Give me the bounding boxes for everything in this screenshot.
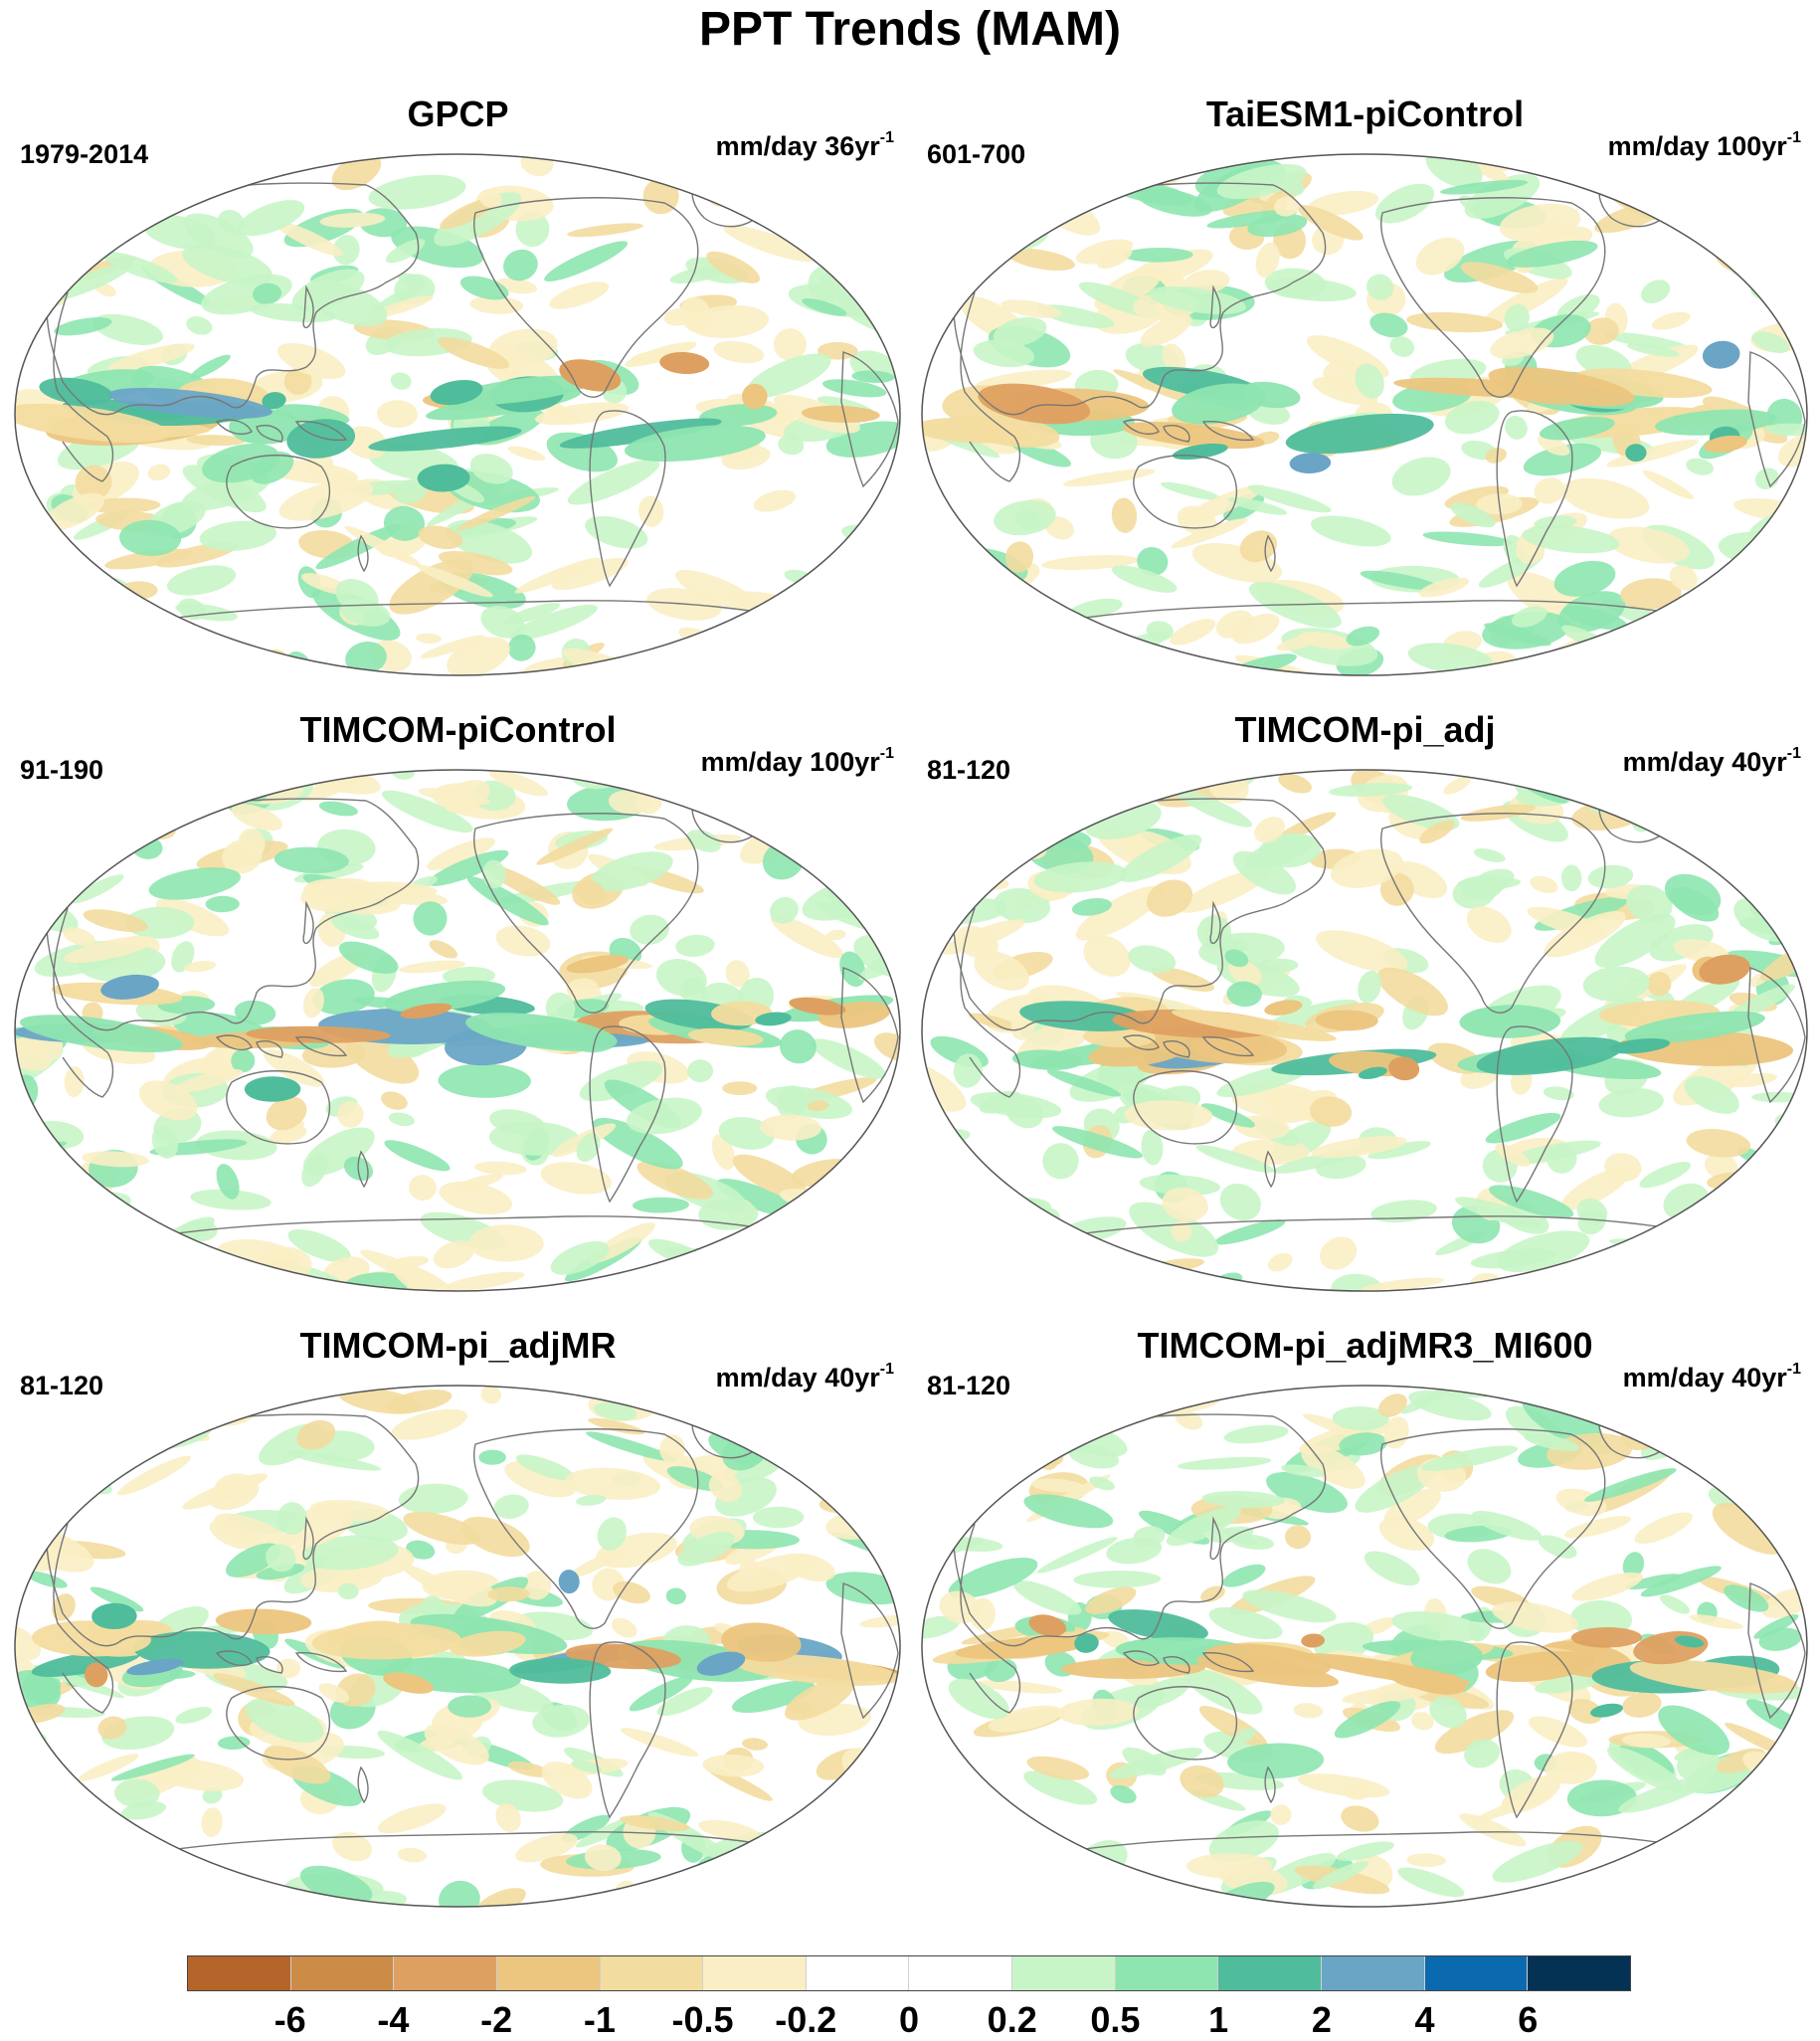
map-plot	[14, 1385, 901, 1908]
units-exponent: -1	[879, 1361, 894, 1378]
colorbar-swatch	[703, 1956, 807, 1990]
units-text: mm/day 40yr	[715, 1363, 880, 1392]
panel-period: 601-700	[927, 139, 1026, 169]
colorbar-swatch	[1322, 1956, 1425, 1990]
colorbar-swatch	[1115, 1956, 1219, 1990]
panel-title: TIMCOM-pi_adj	[1234, 709, 1496, 750]
colorbar-swatch	[1012, 1956, 1116, 1990]
colorbar-swatch	[290, 1956, 395, 1990]
colorbar-swatch	[600, 1956, 704, 1990]
coastlines	[45, 797, 899, 1242]
colorbar-tick-label: 2	[1311, 1999, 1332, 2040]
map-plot	[921, 1385, 1808, 1908]
colorbar-tick-label: 1	[1208, 1999, 1229, 2040]
panel-period: 81-120	[927, 1371, 1011, 1400]
figure-title: PPT Trends (MAM)	[698, 3, 1121, 56]
units-text: mm/day 100yr	[700, 747, 880, 777]
colorbar-swatch	[1528, 1956, 1630, 1990]
colorbar-tick-label: 0.5	[1090, 1999, 1141, 2040]
colorbar-tick-label: -6	[273, 1999, 306, 2040]
map-panel: TaiESM1-piControl 601-700 mm/day 100yr-1	[915, 93, 1815, 690]
colorbar-tick-label: 4	[1414, 1999, 1435, 2040]
map-boundary	[14, 1385, 901, 1908]
units-exponent: -1	[879, 129, 894, 146]
colorbar-tick-label: -0.5	[671, 1999, 734, 2040]
units-exponent: -1	[1786, 745, 1801, 762]
panel-units: mm/day 100yr-1	[700, 745, 894, 778]
map-boundary	[921, 1385, 1808, 1908]
units-text: mm/day 100yr	[1607, 131, 1787, 161]
units-text: mm/day 40yr	[1622, 1363, 1787, 1392]
panel-period: 81-120	[20, 1371, 104, 1400]
panel-title: TIMCOM-pi_adjMR	[299, 1325, 617, 1366]
units-exponent: -1	[879, 745, 894, 762]
panel-title: TIMCOM-pi_adjMR3_MI600	[1137, 1325, 1593, 1366]
colorbar-swatch	[496, 1956, 601, 1990]
trend-field	[15, 154, 900, 675]
panel-title: GPCP	[407, 93, 509, 134]
colorbar-tick-label: -4	[377, 1999, 410, 2040]
panel-units: mm/day 40yr-1	[1622, 1361, 1801, 1393]
panel-title: TaiESM1-piControl	[1205, 93, 1525, 134]
trend-field	[922, 1386, 1807, 1907]
colorbar-swatch	[394, 1956, 497, 1990]
map-boundary	[921, 153, 1808, 676]
panel-units: mm/day 40yr-1	[715, 1361, 894, 1393]
units-text: mm/day 36yr	[715, 131, 880, 161]
map-plot	[14, 769, 901, 1292]
panel-units: mm/day 40yr-1	[1622, 745, 1801, 778]
colorbar-swatch	[1218, 1956, 1323, 1990]
panel-units: mm/day 100yr-1	[1607, 129, 1801, 162]
units-text: mm/day 40yr	[1622, 747, 1787, 777]
colorbar-tick-label: 0	[898, 1999, 920, 2040]
colorbar-swatch	[806, 1956, 910, 1990]
map-plot	[921, 769, 1808, 1292]
colorbar	[187, 1955, 1631, 1991]
map-boundary	[14, 153, 901, 676]
panel-period: 81-120	[927, 755, 1011, 785]
map-boundary	[921, 769, 1808, 1292]
map-plot	[921, 153, 1808, 676]
panel-units: mm/day 36yr-1	[715, 129, 894, 162]
map-panel: TIMCOM-pi_adjMR3_MI600 81-120 mm/day 40yr-…	[915, 1325, 1815, 1922]
colorbar-swatch	[909, 1956, 1013, 1990]
colorbar-tick-label: -2	[480, 1999, 513, 2040]
map-panel: TIMCOM-piControl 91-190 mm/day 100yr-1	[8, 709, 908, 1306]
panel-period: 91-190	[20, 755, 104, 785]
colorbar-swatch	[1424, 1956, 1529, 1990]
colorbar-tick-label: 0.2	[987, 1999, 1037, 2040]
trend-field	[922, 154, 1807, 675]
units-exponent: -1	[1786, 129, 1801, 146]
map-panel: TIMCOM-pi_adj 81-120 mm/day 40yr-1	[915, 709, 1815, 1306]
map-boundary	[14, 769, 901, 1292]
colorbar-swatch	[188, 1956, 291, 1990]
panel-title: TIMCOM-piControl	[299, 709, 617, 750]
map-panel: TIMCOM-pi_adjMR 81-120 mm/day 40yr-1	[8, 1325, 908, 1922]
map-panel: GPCP 1979-2014 mm/day 36yr-1	[8, 93, 908, 690]
map-plot	[14, 153, 901, 676]
colorbar-tick-label: -1	[583, 1999, 616, 2040]
colorbar-tick-label: 6	[1518, 1999, 1539, 2040]
colorbar-tick-label: -0.2	[775, 1999, 837, 2040]
coastlines	[952, 797, 1806, 1242]
units-exponent: -1	[1786, 1361, 1801, 1378]
coastlines	[952, 1412, 1806, 1858]
panel-period: 1979-2014	[20, 139, 149, 169]
